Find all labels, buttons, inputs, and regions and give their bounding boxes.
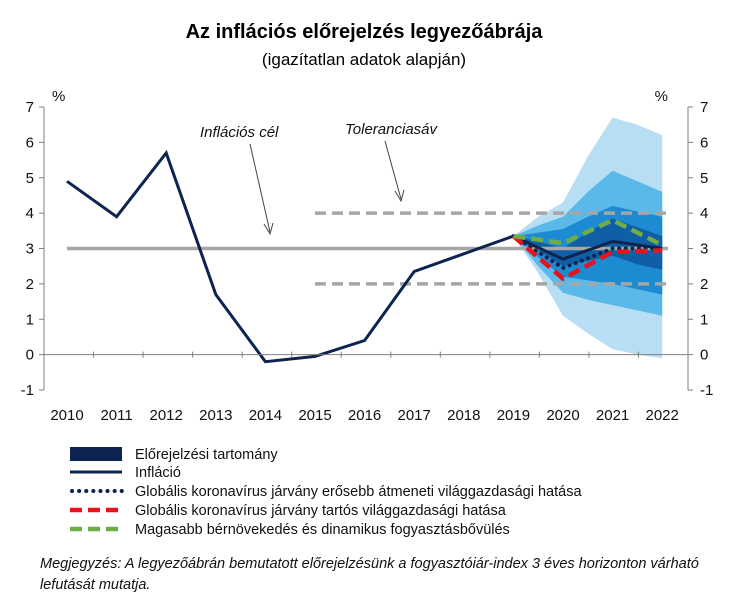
- x-tick-label-2022: 2022: [646, 407, 679, 424]
- annotations: Inflációs cél Toleranciasáv: [200, 121, 438, 236]
- x-tick-label-2011: 2011: [100, 407, 132, 424]
- x-tick-label-2021: 2021: [596, 407, 629, 424]
- y-tick-label-left-0: 0: [26, 347, 34, 364]
- y-unit-right: %: [655, 88, 668, 105]
- scenario-line-0: [511, 234, 665, 271]
- x-tick-label-2010: 2010: [50, 407, 83, 424]
- legend-label-dashed-red: Globális koronavírus járvány tartós vilá…: [135, 503, 507, 519]
- inflation-line: [66, 149, 663, 364]
- y-tick-label-left-5: 5: [26, 170, 34, 187]
- y-tick-label-left-7: 7: [26, 99, 34, 116]
- annotation-arrowhead-tolerance: [394, 189, 405, 203]
- y-tick-label-right-5: 5: [700, 170, 708, 187]
- x-tick-label-2018: 2018: [447, 407, 480, 424]
- y-tick-label-right--1: -1: [700, 382, 713, 399]
- legend-label-inflation: Infláció: [135, 465, 181, 481]
- annotation-arrow-tolerance: [384, 140, 402, 200]
- legend-label-dotted: Globális koronavírus járvány erősebb átm…: [135, 484, 582, 500]
- series-lines: [66, 149, 665, 364]
- chart-title: Az inflációs előrejelzés legyezőábrája: [186, 21, 544, 43]
- x-tick-label-2017: 2017: [398, 407, 431, 424]
- scenario-line-1: [511, 234, 663, 282]
- annotation-inflation-target: Inflációs cél: [200, 124, 279, 141]
- x-tick-label-2016: 2016: [348, 407, 381, 424]
- y-tick-label-right-2: 2: [700, 276, 708, 293]
- y-tick-label-left-3: 3: [26, 241, 34, 258]
- x-tick-label-2020: 2020: [546, 407, 579, 424]
- y-tick-label-left-1: 1: [26, 311, 34, 328]
- y-tick-label-left-6: 6: [26, 134, 34, 151]
- x-tick-label-2019: 2019: [497, 407, 530, 424]
- tolerance-band: [315, 211, 668, 286]
- annotation-tolerance-band: Toleranciasáv: [345, 121, 438, 138]
- x-tick-label-2014: 2014: [249, 407, 282, 424]
- legend-swatch-fan: [70, 447, 122, 461]
- x-tick-label-2015: 2015: [298, 407, 331, 424]
- legend-label-fan: Előrejelzési tartomány: [135, 447, 278, 463]
- x-tick-label-2012: 2012: [150, 407, 183, 424]
- y-tick-label-left-2: 2: [26, 276, 34, 293]
- axes: -1 -1 0 0 1 1 2 2 3 3 4 4 5 5 6 6 7 7 2010 2011 2012 2013 2014…: [21, 99, 714, 424]
- annotation-arrowhead-target: [263, 222, 274, 236]
- y-tick-label-right-4: 4: [700, 205, 708, 222]
- y-tick-label-right-1: 1: [700, 311, 708, 328]
- legend-label-dashed-green: Magasabb bérnövekedés és dinamikus fogya…: [135, 522, 510, 538]
- y-tick-label-right-7: 7: [700, 99, 708, 116]
- annotation-arrow-target: [249, 143, 271, 233]
- y-tick-label-right-0: 0: [700, 347, 708, 364]
- y-tick-label-right-3: 3: [700, 241, 708, 258]
- legend: Előrejelzési tartomány Infláció Globális…: [70, 447, 582, 538]
- y-unit-left: %: [52, 88, 65, 105]
- x-tick-label-2013: 2013: [199, 407, 232, 424]
- scenario-line-2: [513, 217, 664, 248]
- y-tick-label-left--1: -1: [21, 382, 34, 399]
- y-tick-label-left-4: 4: [26, 205, 34, 222]
- fan-band-3: [513, 218, 663, 270]
- chart-subtitle: (igazítatlan adatok alapján): [262, 50, 466, 69]
- y-tick-label-right-6: 6: [700, 134, 708, 151]
- chart-note: Megjegyzés: A legyezőábrán bemutatott el…: [40, 556, 699, 593]
